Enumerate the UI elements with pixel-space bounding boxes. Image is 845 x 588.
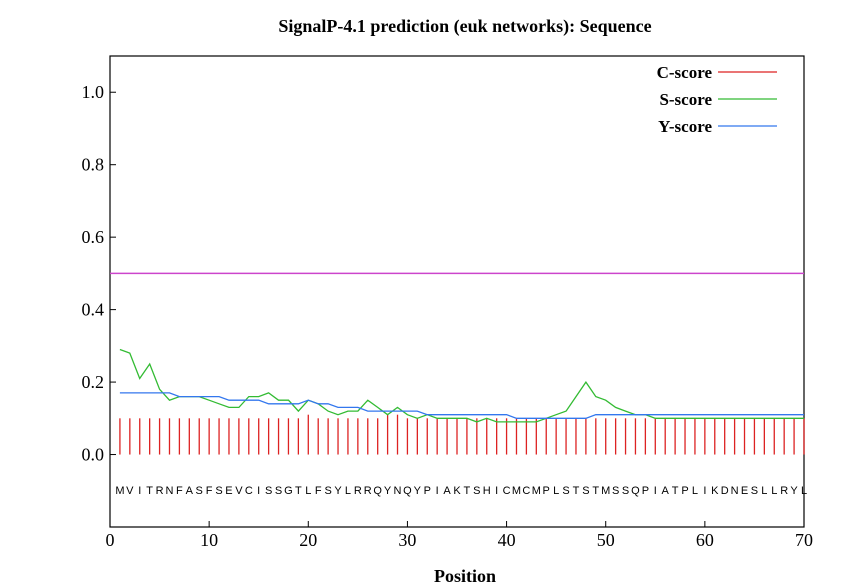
sequence-letter: H bbox=[483, 485, 491, 497]
sequence-letter: L bbox=[305, 485, 311, 497]
sequence-letter: A bbox=[662, 485, 670, 497]
y-tick-label: 0.8 bbox=[82, 155, 105, 175]
legend-label: S-score bbox=[659, 90, 712, 109]
sequence-letter: P bbox=[424, 485, 431, 497]
y-score-line bbox=[119, 392, 804, 419]
sequence-letter: D bbox=[721, 485, 729, 497]
x-tick-label: 50 bbox=[597, 530, 615, 550]
sequence-letter: T bbox=[592, 485, 599, 497]
sequence-letter: R bbox=[156, 485, 164, 497]
axes-ticks: 0.0 0.2 0.4 0.6 0.8 1.0 0 10 20 30 40 50 60 70 bbox=[82, 82, 814, 550]
x-tick-label: 60 bbox=[696, 530, 714, 550]
sequence-letter: S bbox=[582, 485, 589, 497]
sequence-letter: Y bbox=[334, 485, 342, 497]
sequence-letter: S bbox=[751, 485, 758, 497]
sequence-letter: T bbox=[464, 485, 471, 497]
sequence-letter: T bbox=[295, 485, 302, 497]
sequence-letter: A bbox=[186, 485, 194, 497]
sequence-letter: S bbox=[265, 485, 272, 497]
sequence-letter: V bbox=[235, 485, 243, 497]
sequence-letter: T bbox=[672, 485, 679, 497]
s-score-line bbox=[119, 348, 804, 423]
sequence-letter: K bbox=[453, 485, 461, 497]
sequence-letter: F bbox=[315, 485, 322, 497]
sequence-letter: E bbox=[741, 485, 748, 497]
sequence-letter: E bbox=[225, 485, 232, 497]
chart-title: SignalP-4.1 prediction (euk networks): S… bbox=[278, 16, 651, 37]
c-score-impulses bbox=[119, 414, 805, 455]
sequence-letter: S bbox=[612, 485, 619, 497]
sequence-letter: Q bbox=[373, 485, 382, 497]
sequence-letter: L bbox=[761, 485, 767, 497]
sequence-letter: M bbox=[115, 485, 124, 497]
y-tick-label: 0.2 bbox=[82, 372, 105, 392]
y-tick-label: 0.4 bbox=[82, 300, 105, 320]
sequence-letter: S bbox=[324, 485, 331, 497]
legend-label: C-score bbox=[657, 63, 713, 82]
sequence-letter: T bbox=[146, 485, 153, 497]
sequence-letter: Q bbox=[403, 485, 412, 497]
sequence-letter: L bbox=[553, 485, 559, 497]
y-tick-label: 0.0 bbox=[82, 445, 105, 465]
sequence-letter: C bbox=[503, 485, 511, 497]
sequence-letter: P bbox=[681, 485, 688, 497]
sequence-letter: C bbox=[245, 485, 253, 497]
sequence-letter: S bbox=[562, 485, 569, 497]
sequence-letter: Q bbox=[631, 485, 640, 497]
sequence-letter: N bbox=[731, 485, 739, 497]
sequence-letter: I bbox=[257, 485, 260, 497]
sequence-letter: L bbox=[692, 485, 698, 497]
sequence-letter: A bbox=[443, 485, 451, 497]
sequence-letter: F bbox=[206, 485, 213, 497]
sequence-letter: G bbox=[284, 485, 293, 497]
x-tick-label: 70 bbox=[795, 530, 813, 550]
sequence-letter: I bbox=[436, 485, 439, 497]
x-tick-label: 0 bbox=[106, 530, 115, 550]
sequence-letter: K bbox=[711, 485, 719, 497]
sequence-letter: L bbox=[771, 485, 777, 497]
legend-label: Y-score bbox=[658, 117, 712, 136]
sequence-letter: M bbox=[601, 485, 610, 497]
sequence-letter: T bbox=[573, 485, 580, 497]
sequence-letter: S bbox=[196, 485, 203, 497]
sequence-letter: M bbox=[532, 485, 541, 497]
sequence-letter: I bbox=[138, 485, 141, 497]
score-lines bbox=[119, 348, 804, 423]
sequence-letter: S bbox=[622, 485, 629, 497]
plot-frame bbox=[109, 55, 805, 528]
sequence-letter: N bbox=[394, 485, 402, 497]
y-tick-label: 0.6 bbox=[82, 227, 105, 247]
legend: C-score S-score Y-score bbox=[657, 63, 777, 136]
sequence-letter: S bbox=[275, 485, 282, 497]
sequence-letter: C bbox=[522, 485, 530, 497]
sequence-letter: Y bbox=[384, 485, 392, 497]
sequence-letter: I bbox=[703, 485, 706, 497]
x-tick-label: 30 bbox=[398, 530, 416, 550]
sequence-letter: S bbox=[215, 485, 222, 497]
sequence-letter: P bbox=[543, 485, 550, 497]
sequence-letter: V bbox=[126, 485, 134, 497]
x-axis-label: Position bbox=[434, 566, 496, 586]
sequence-letter: L bbox=[801, 485, 807, 497]
sequence-letter: Y bbox=[414, 485, 422, 497]
sequence-letter: M bbox=[512, 485, 521, 497]
x-tick-label: 10 bbox=[200, 530, 218, 550]
x-tick-label: 20 bbox=[299, 530, 317, 550]
y-tick-label: 1.0 bbox=[82, 82, 105, 102]
sequence-letter: F bbox=[176, 485, 183, 497]
sequence-letter: S bbox=[473, 485, 480, 497]
sequence-letter: P bbox=[642, 485, 649, 497]
sequence-letter: Y bbox=[790, 485, 798, 497]
sequence-letter: I bbox=[495, 485, 498, 497]
sequence-letter: R bbox=[364, 485, 372, 497]
sequence-letter: L bbox=[345, 485, 351, 497]
sequence-letter: N bbox=[166, 485, 174, 497]
sequence-letter: R bbox=[780, 485, 788, 497]
sequence-letter: R bbox=[354, 485, 362, 497]
sequence-letter: I bbox=[654, 485, 657, 497]
x-tick-label: 40 bbox=[498, 530, 516, 550]
